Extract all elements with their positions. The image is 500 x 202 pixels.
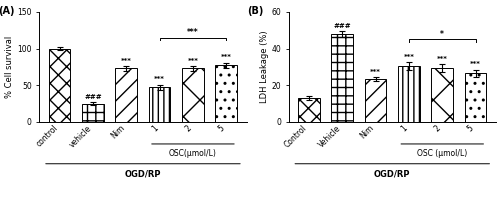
Text: ###: ### (84, 94, 102, 100)
Text: ***: *** (437, 56, 448, 62)
Bar (432, 68, 453, 122)
Bar (398, 66, 420, 122)
Text: ***: *** (221, 54, 232, 60)
Text: ***: *** (154, 76, 165, 82)
Text: *: * (440, 30, 444, 39)
Bar (365, 79, 386, 122)
Text: OGD/RP: OGD/RP (124, 169, 161, 178)
Text: (A): (A) (0, 6, 14, 16)
Bar (149, 87, 171, 122)
Bar (116, 68, 137, 122)
Text: ***: *** (404, 54, 414, 60)
Text: OGD/RP: OGD/RP (374, 169, 410, 178)
Bar (332, 34, 353, 122)
Text: ***: *** (470, 61, 481, 67)
Text: OSC(μmol/L): OSC(μmol/L) (169, 149, 217, 158)
Text: ***: *** (370, 69, 381, 75)
Bar (49, 49, 70, 122)
Bar (182, 68, 204, 122)
Text: ***: *** (121, 58, 132, 64)
Text: ###: ### (334, 23, 351, 29)
Text: ***: *** (188, 58, 198, 64)
Bar (298, 98, 320, 122)
Text: ***: *** (187, 28, 199, 37)
Bar (82, 104, 104, 122)
Text: (B): (B) (248, 6, 264, 16)
Bar (465, 73, 486, 122)
Y-axis label: % Cell survival: % Cell survival (6, 36, 15, 98)
Y-axis label: LDH Leakage (%): LDH Leakage (%) (260, 31, 268, 103)
Text: OSC (μmol/L): OSC (μmol/L) (417, 149, 468, 158)
Bar (216, 65, 237, 122)
